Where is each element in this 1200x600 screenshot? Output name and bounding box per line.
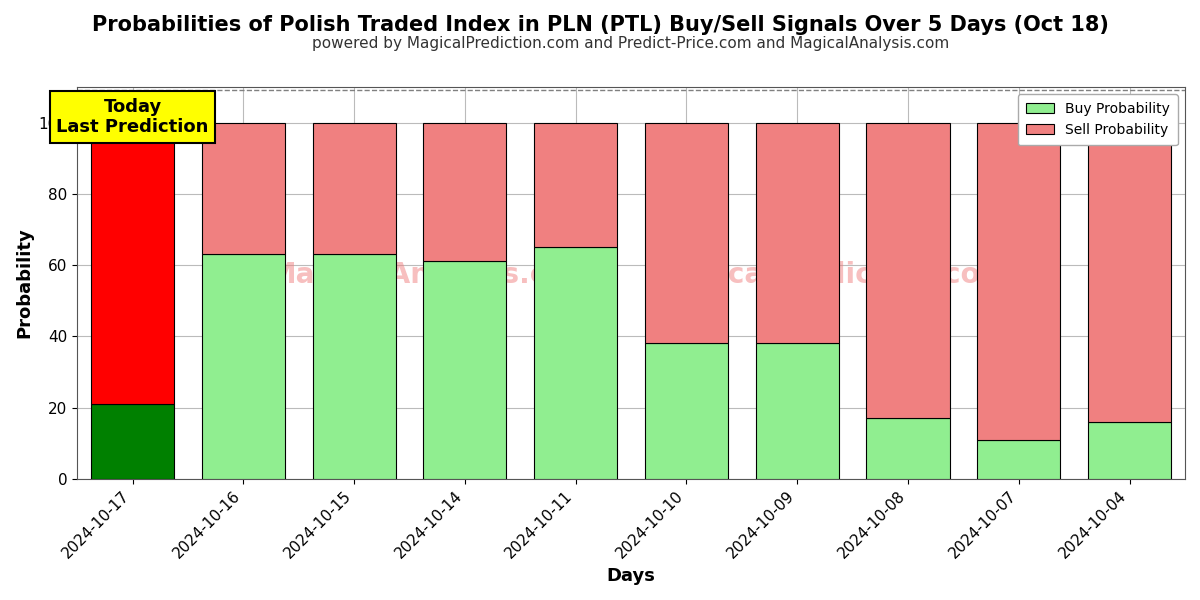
- Bar: [866, 418, 949, 479]
- Legend: Buy Probability, Sell Probability: Buy Probability, Sell Probability: [1018, 94, 1178, 145]
- Bar: [312, 122, 396, 254]
- Bar: [866, 122, 949, 418]
- Bar: [424, 122, 506, 262]
- Bar: [977, 440, 1061, 479]
- Bar: [644, 343, 728, 479]
- Bar: [1088, 422, 1171, 479]
- Text: MagicalAnalysis.com: MagicalAnalysis.com: [269, 261, 595, 289]
- Title: powered by MagicalPrediction.com and Predict-Price.com and MagicalAnalysis.com: powered by MagicalPrediction.com and Pre…: [312, 36, 949, 51]
- Bar: [756, 122, 839, 343]
- X-axis label: Days: Days: [607, 567, 655, 585]
- Bar: [756, 343, 839, 479]
- Text: Probabilities of Polish Traded Index in PLN (PTL) Buy/Sell Signals Over 5 Days (: Probabilities of Polish Traded Index in …: [91, 15, 1109, 35]
- Bar: [644, 122, 728, 343]
- Bar: [424, 262, 506, 479]
- Bar: [534, 122, 617, 247]
- Bar: [91, 404, 174, 479]
- Text: MagicalPrediction.com: MagicalPrediction.com: [653, 261, 1009, 289]
- Y-axis label: Probability: Probability: [14, 227, 32, 338]
- Bar: [202, 122, 284, 254]
- Bar: [1088, 122, 1171, 422]
- Bar: [312, 254, 396, 479]
- Bar: [534, 247, 617, 479]
- Bar: [91, 122, 174, 404]
- Text: Today
Last Prediction: Today Last Prediction: [56, 98, 209, 136]
- Bar: [977, 122, 1061, 440]
- Bar: [202, 254, 284, 479]
